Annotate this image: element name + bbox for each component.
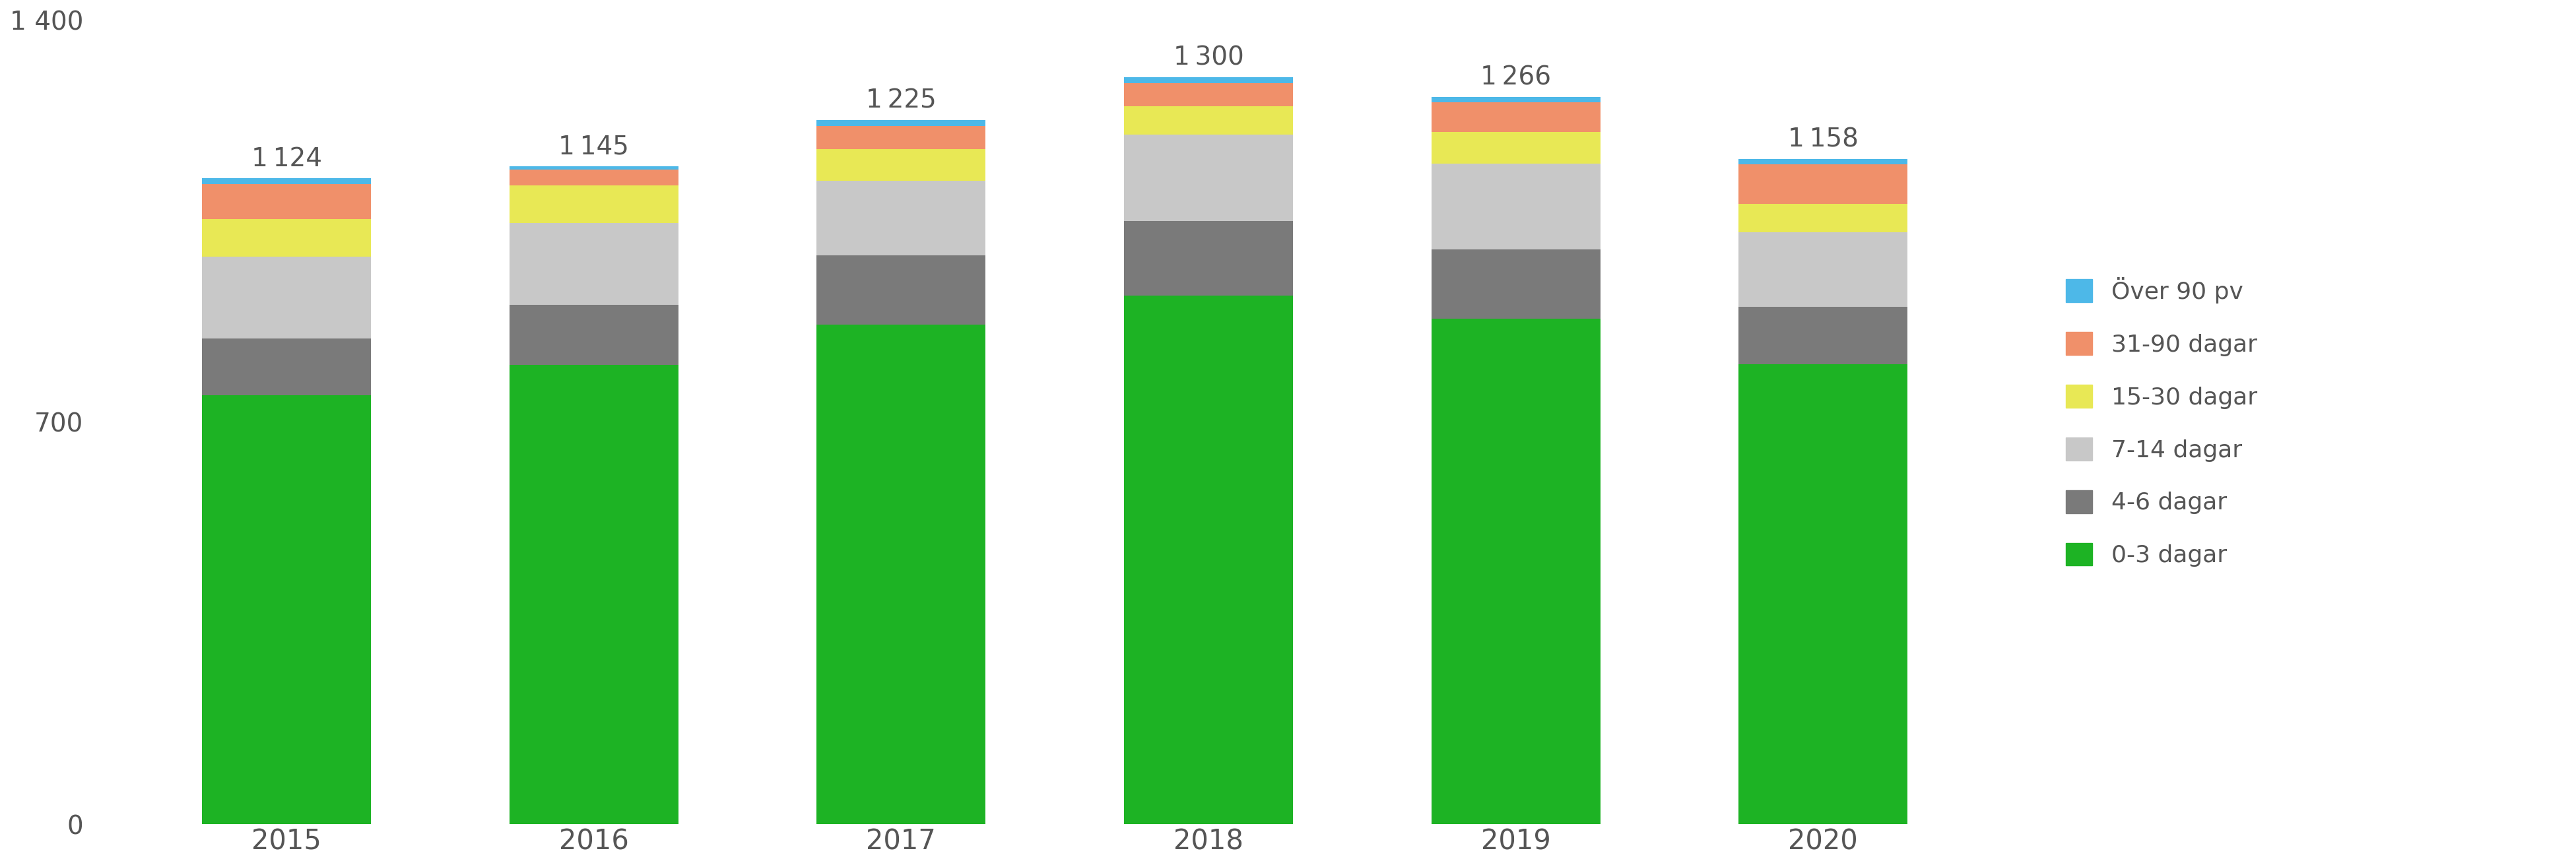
Bar [1123,135,1293,221]
Text: 1 145: 1 145 [559,134,629,159]
Bar [1432,102,1600,131]
Bar [817,149,987,181]
Bar [817,126,987,149]
Bar [817,181,987,255]
Bar [1432,250,1600,318]
Text: 1 124: 1 124 [250,146,322,171]
Legend: Över 90 pv, 31-90 dagar, 15-30 dagar, 7-14 dagar, 4-6 dagar, 0-3 dagar: Över 90 pv, 31-90 dagar, 15-30 dagar, 7-… [2053,265,2269,579]
Bar [1123,296,1293,824]
Bar [1432,97,1600,102]
Bar [510,304,677,365]
Bar [510,166,677,170]
Text: 1 266: 1 266 [1481,65,1551,90]
Bar [1739,164,1909,203]
Bar [1123,77,1293,83]
Bar [510,185,677,223]
Text: 1 300: 1 300 [1172,45,1244,70]
Bar [201,178,371,184]
Bar [1739,364,1909,824]
Bar [201,184,371,219]
Bar [817,120,987,126]
Bar [1123,83,1293,106]
Bar [510,223,677,304]
Text: 1 225: 1 225 [866,88,935,113]
Bar [201,338,371,395]
Bar [201,257,371,338]
Bar [1432,318,1600,824]
Bar [201,395,371,824]
Text: 1 158: 1 158 [1788,127,1857,152]
Bar [1432,131,1600,163]
Bar [201,219,371,257]
Bar [1739,159,1909,164]
Bar [510,170,677,185]
Bar [510,365,677,824]
Bar [1739,233,1909,307]
Bar [1739,307,1909,364]
Bar [1432,163,1600,250]
Bar [817,324,987,824]
Bar [1123,106,1293,135]
Bar [817,255,987,324]
Bar [1123,221,1293,296]
Bar [1739,203,1909,233]
